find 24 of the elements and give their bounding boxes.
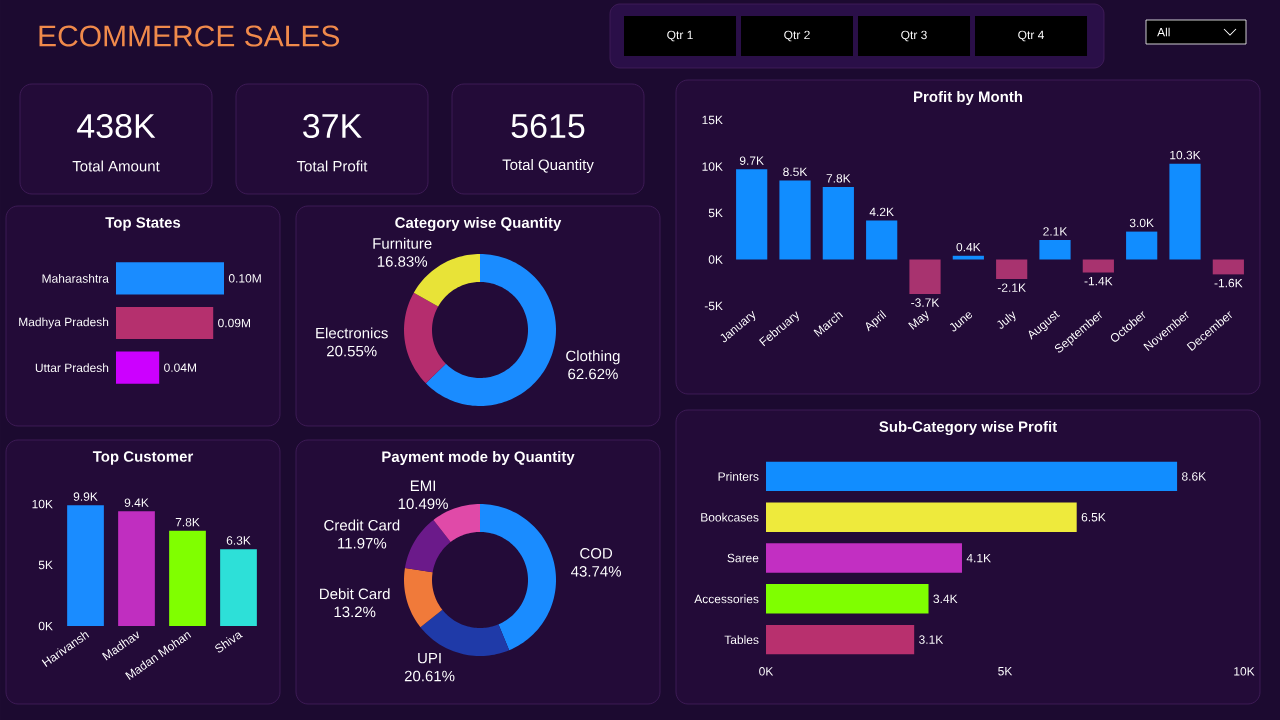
bar xyxy=(866,220,898,260)
bar xyxy=(67,505,104,626)
text: 438K xyxy=(77,113,156,139)
bar xyxy=(118,511,155,626)
bar xyxy=(779,180,811,260)
bar xyxy=(996,259,1028,280)
bar xyxy=(1212,259,1244,275)
bar xyxy=(766,624,915,655)
bar xyxy=(1082,259,1114,273)
text: 37K xyxy=(303,113,362,139)
bar xyxy=(736,169,768,260)
text: ECOMMERCE SALES xyxy=(39,25,340,47)
bar xyxy=(220,549,257,626)
text: 5615 xyxy=(511,113,585,139)
bar xyxy=(169,530,206,626)
bar xyxy=(909,259,941,294)
bar xyxy=(1039,239,1071,260)
bar xyxy=(766,584,929,614)
bar xyxy=(1126,231,1158,260)
bar xyxy=(1169,163,1201,260)
bar xyxy=(766,461,1178,492)
bar xyxy=(766,543,962,573)
bar xyxy=(766,502,1077,532)
bar xyxy=(822,186,854,260)
